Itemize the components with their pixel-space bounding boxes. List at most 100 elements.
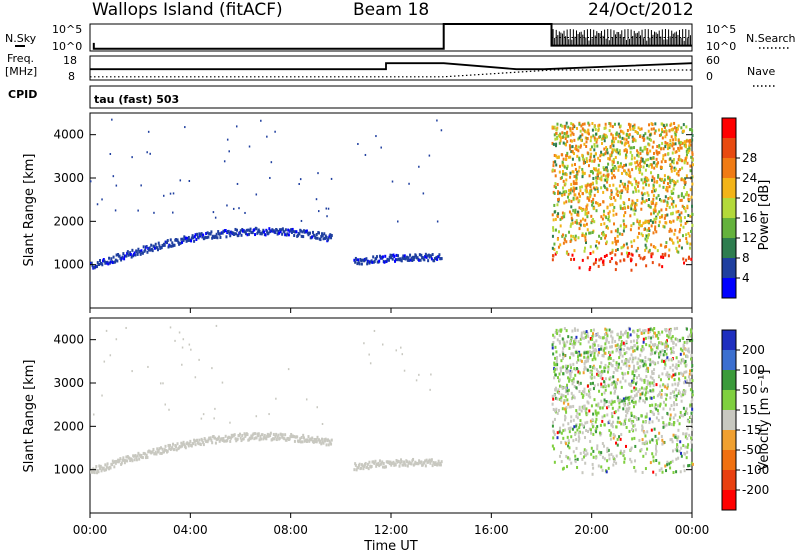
scatter-cell <box>691 338 694 342</box>
scatter-cell <box>607 357 610 361</box>
scatter-cell <box>658 461 661 465</box>
scatter-cell <box>616 189 619 193</box>
scatter-cell <box>663 342 666 346</box>
scatter-cell <box>605 150 608 154</box>
scatter-cell <box>679 158 682 162</box>
scatter-cell <box>644 220 647 224</box>
scatter-cell <box>637 181 640 185</box>
scatter-cell <box>671 459 674 463</box>
scatter-cell <box>586 452 589 456</box>
scatter-cell <box>604 377 607 381</box>
scatter-cell <box>591 418 594 422</box>
scatter-cell <box>677 364 680 368</box>
scatter-cell <box>624 409 627 413</box>
scatter-cell <box>660 467 663 471</box>
scatter-cell <box>674 413 677 417</box>
scatter-cell <box>622 245 625 249</box>
scatter-cell <box>556 411 559 415</box>
scatter-cell <box>576 213 579 217</box>
scatter-cell <box>612 370 615 374</box>
scatter-cell <box>687 213 690 217</box>
scatter-cell <box>552 407 555 411</box>
scatter-cell <box>625 425 628 429</box>
scatter-cell <box>675 363 678 367</box>
scatter-cell <box>580 185 583 189</box>
scatter-cell <box>650 165 653 169</box>
scatter-cell <box>609 391 612 395</box>
scatter-cell <box>613 386 616 390</box>
scatter-cell <box>391 257 394 261</box>
scatter-cell <box>638 388 641 392</box>
scatter-cell <box>596 137 599 141</box>
scatter-cell <box>607 365 610 369</box>
scatter-cell <box>558 341 561 345</box>
scatter-cell <box>688 128 691 132</box>
scatter-cell <box>575 446 578 450</box>
scatter-cell <box>567 441 570 445</box>
scatter-cell <box>628 382 631 386</box>
scatter-cell <box>620 422 623 426</box>
scatter-cell <box>150 243 153 247</box>
scatter-cell <box>602 233 605 237</box>
scatter-cell <box>274 231 277 235</box>
scatter-cell <box>684 389 687 393</box>
scatter-cell <box>627 335 630 339</box>
scatter-cell <box>600 215 603 219</box>
scatter-cell <box>284 228 287 232</box>
scatter-cell <box>604 400 607 404</box>
scatter-cell <box>602 348 605 352</box>
scatter-cell <box>391 180 394 183</box>
scatter-cell <box>584 188 587 192</box>
scatter-cell <box>641 470 644 474</box>
scatter-cell <box>649 360 652 364</box>
scatter-cell <box>666 371 669 375</box>
scatter-cell <box>560 359 563 363</box>
scatter-cell <box>560 460 563 464</box>
scatter-cell <box>557 198 560 202</box>
scatter-cell <box>664 145 667 149</box>
scatter-cell <box>139 252 142 256</box>
scatter-cell <box>676 383 679 387</box>
scatter-cell <box>408 258 411 262</box>
scatter-cell <box>618 184 621 188</box>
scatter-cell <box>245 228 248 232</box>
scatter-cell <box>618 350 621 354</box>
scatter-cell <box>429 461 432 465</box>
scatter-cell <box>676 326 679 330</box>
scatter-cell <box>611 336 614 340</box>
scatter-cell <box>586 137 589 141</box>
scatter-cell <box>321 422 324 425</box>
scatter-cell <box>658 332 661 336</box>
scatter-cell <box>581 336 584 340</box>
scatter-cell <box>602 134 605 138</box>
scatter-cell <box>591 159 594 163</box>
scatter-cell <box>559 366 562 370</box>
scatter-cell <box>628 170 631 174</box>
scatter-cell <box>574 339 577 343</box>
scatter-cell <box>569 339 572 343</box>
scatter-cell <box>674 135 677 139</box>
scatter-cell <box>595 339 598 343</box>
scatter-cell <box>576 416 579 420</box>
scatter-cell <box>587 132 590 136</box>
scatter-cell <box>378 464 381 468</box>
scatter-cell <box>562 423 565 427</box>
scatter-cell <box>636 347 639 351</box>
scatter-cell <box>171 445 174 449</box>
scatter-cell <box>385 259 388 263</box>
scatter-cell <box>553 153 556 157</box>
scatter-cell <box>192 442 195 446</box>
scatter-cell <box>616 230 619 234</box>
scatter-cell <box>409 253 412 257</box>
scatter-cell <box>664 153 667 157</box>
scatter-cell <box>586 215 589 219</box>
scatter-cell <box>423 461 426 465</box>
scatter-cell <box>90 261 93 265</box>
scatter-cell <box>291 227 294 231</box>
scatter-cell <box>616 239 619 243</box>
scatter-cell <box>608 350 611 354</box>
scatter-cell <box>393 255 396 259</box>
scatter-cell <box>609 345 612 349</box>
scatter-cell <box>690 353 693 357</box>
scatter-cell <box>553 417 556 421</box>
